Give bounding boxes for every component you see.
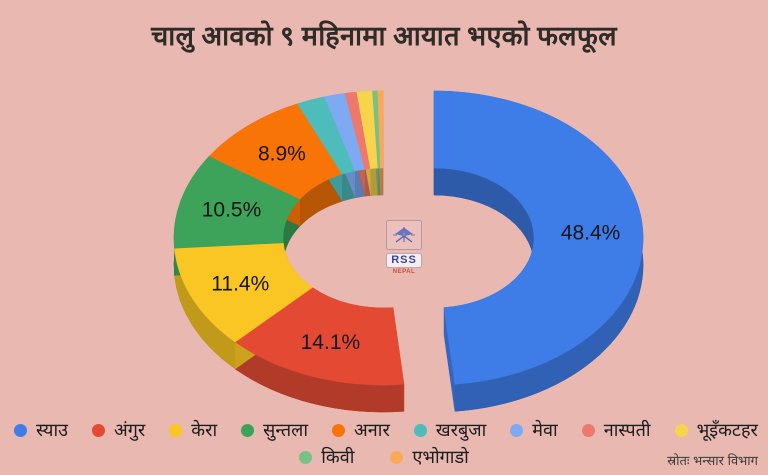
pie-slice-10 <box>377 90 384 169</box>
legend-row-2: किवी एभोगाडो <box>0 446 768 468</box>
legend-swatch-icon <box>332 423 346 437</box>
legend-swatch-icon <box>581 423 595 437</box>
rss-nepal-logo: RSS NEPAL <box>377 220 431 275</box>
legend-item-label: अनार <box>354 420 390 440</box>
legend-swatch-icon <box>241 423 255 437</box>
legend-item: स्याउ <box>14 419 68 441</box>
legend-swatch-icon <box>674 423 688 437</box>
legend-swatch-icon <box>510 423 524 437</box>
legend-item-label: अंगुर <box>114 420 146 440</box>
chart-title: चालु आवको ९ महिनामा आयात भएको फलफूल <box>151 21 617 51</box>
legend-item: मेवा <box>510 419 558 441</box>
legend-swatch-icon <box>169 423 183 437</box>
legend-item: नास्पती <box>581 419 651 441</box>
legend-item-label: किवी <box>321 447 355 467</box>
legend-item-label: खरबुजा <box>435 420 487 440</box>
legend-swatch-icon <box>390 450 404 464</box>
slice-percent-label: 8.9% <box>258 143 306 166</box>
rss-emblem-frame <box>386 220 422 250</box>
legend-item: भूइँकटहर <box>674 419 758 441</box>
source-note: स्रोतः भन्सार विभाग <box>667 453 758 468</box>
legend-item-label: केरा <box>191 420 218 440</box>
legend-item-label: सुन्तला <box>263 420 309 440</box>
pie-slice-1 <box>234 287 405 386</box>
slice-percent-label: 11.4% <box>211 273 269 296</box>
legend-item: एभोगाडो <box>390 446 469 468</box>
legend-swatch-icon <box>92 423 105 437</box>
legend-item: सुन्तला <box>241 419 308 441</box>
rss-emblem-icon <box>393 227 415 243</box>
slice-percent-label: 14.1% <box>301 331 361 354</box>
legend-swatch-icon <box>299 450 313 464</box>
legend-row-1: स्याउ अंगुर केरा सुन्तला अनार खरबुजा मेवा नास्प… <box>14 419 758 441</box>
legend-swatch-icon <box>14 423 27 437</box>
legend-item: केरा <box>169 419 217 441</box>
legend-swatch-icon <box>413 423 427 437</box>
slice-percent-label: 48.4% <box>561 222 621 245</box>
legend-item-label: भूइँकटहर <box>696 420 758 440</box>
rss-logo-text: RSS <box>386 253 422 268</box>
legend-item: अंगुर <box>92 419 145 441</box>
legend-item: खरबुजा <box>413 419 487 441</box>
legend-item: किवी <box>299 446 354 468</box>
legend-item: अनार <box>332 419 390 441</box>
donut-percent-labels: 48.4% 14.1% 11.4% 10.5% 8.9% <box>202 143 621 354</box>
nepal-logo-text: NEPAL <box>392 269 416 275</box>
legend-item-label: मेवा <box>532 420 558 440</box>
legend-item-label: नास्पती <box>603 420 651 440</box>
slice-inner-wall-10 <box>380 167 384 196</box>
donut-top-surfaces <box>173 90 644 386</box>
legend-item-label: एभोगाडो <box>412 447 469 467</box>
pie-slice-0 <box>433 90 644 385</box>
slice-percent-label: 10.5% <box>202 199 262 222</box>
legend-item-label: स्याउ <box>36 420 68 440</box>
slice-cut-face-end-0 <box>444 307 455 412</box>
